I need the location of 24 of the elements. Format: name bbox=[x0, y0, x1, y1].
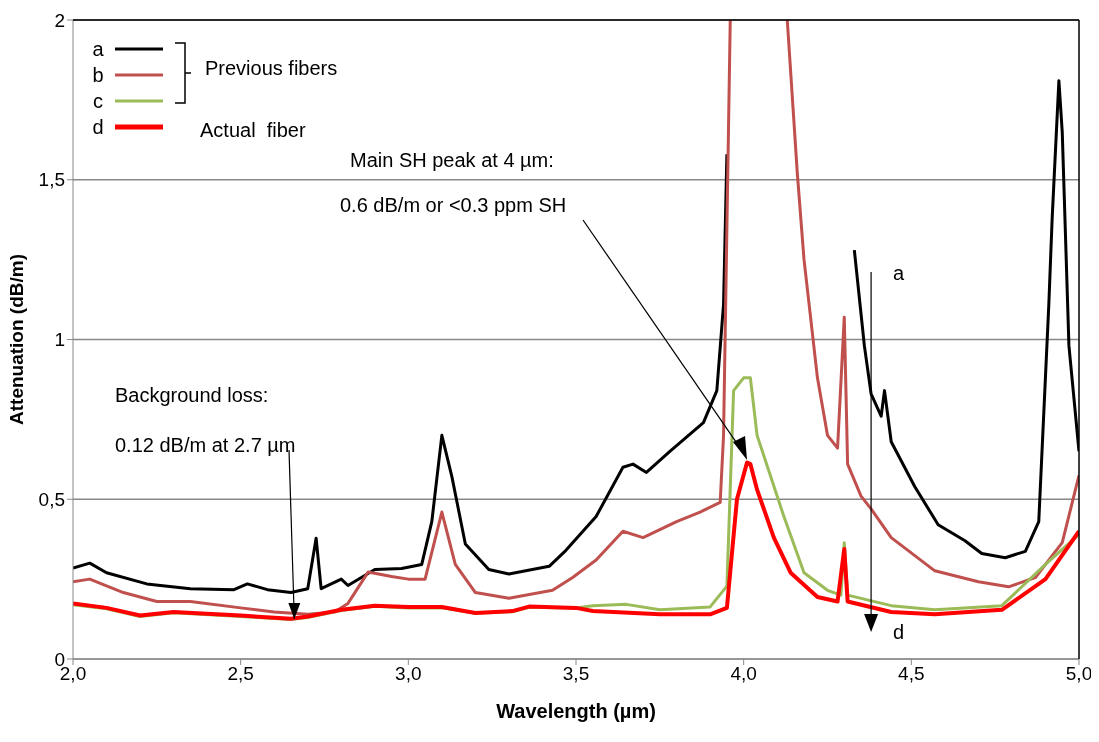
annotation: Background loss: bbox=[115, 383, 269, 407]
x-tick-label: 3,0 bbox=[395, 663, 422, 685]
annotation: Previous fibers bbox=[205, 56, 338, 80]
annotation: d bbox=[893, 620, 905, 644]
annotation: Actual fiber bbox=[200, 118, 306, 142]
legend-label: a bbox=[91, 37, 105, 61]
y-tick-label: 1 bbox=[54, 329, 65, 351]
annotation: a bbox=[893, 261, 905, 285]
y-tick-label: 0,5 bbox=[38, 488, 65, 510]
x-tick-label: 5,0 bbox=[1065, 663, 1093, 685]
legend-label: d bbox=[91, 115, 105, 139]
annotation: 0.6 dB/m or <0.3 ppm SH bbox=[340, 193, 567, 217]
y-tick-label: 1,5 bbox=[38, 169, 65, 191]
x-axis-title: Wavelength (µm) bbox=[496, 700, 656, 722]
legend-label: c bbox=[92, 89, 104, 113]
legend-label: b bbox=[91, 63, 105, 87]
x-tick-label: 2,5 bbox=[227, 663, 254, 685]
y-axis-title: Attenuation (dB/m) bbox=[5, 254, 27, 425]
x-tick-label: 4,5 bbox=[898, 663, 925, 685]
x-tick-label: 4,0 bbox=[730, 663, 757, 685]
y-tick-label: 2 bbox=[54, 9, 65, 31]
annotation: Main SH peak at 4 µm: bbox=[350, 148, 554, 172]
x-tick-label: 3,5 bbox=[562, 663, 590, 685]
annotation: 0.12 dB/m at 2.7 µm bbox=[115, 433, 296, 457]
